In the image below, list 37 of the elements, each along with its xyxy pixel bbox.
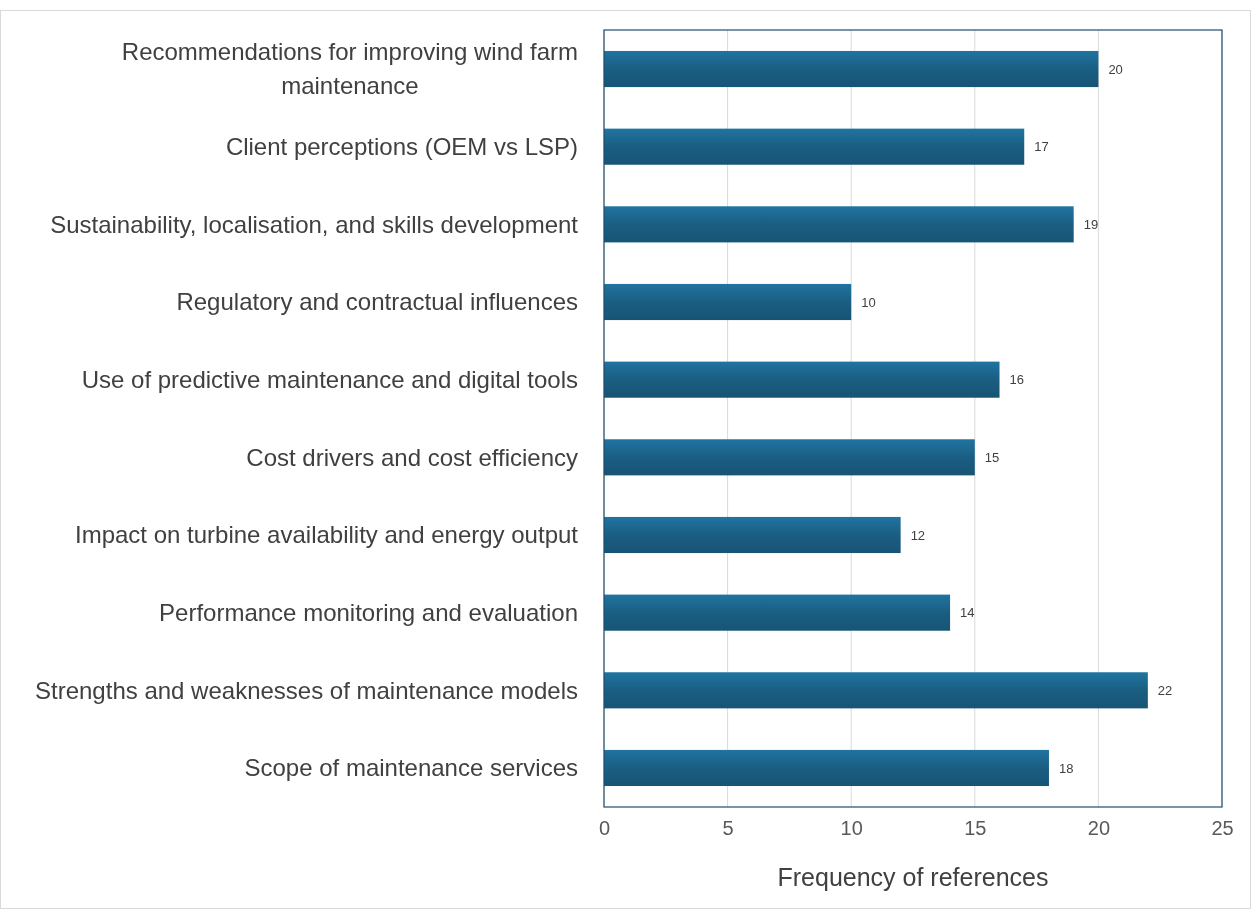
bar [604,50,1099,88]
y-tick-label: Regulatory and contractual influences [176,288,578,316]
x-tick-label: 20 [1087,817,1111,840]
data-label: 18 [1058,760,1074,776]
bar [604,516,901,554]
y-tick-label: Use of predictive maintenance and digital tools [81,366,578,394]
x-tick-label: 15 [964,817,987,840]
y-tick-label: Recommendations for improving wind farm maintenance [121,38,578,100]
y-tick-label: Sustainability, localisation, and skills development [50,210,579,238]
bar [604,749,1049,787]
y-tick-label: Scope of maintenance services [244,754,578,782]
bar [604,206,1074,243]
bar [604,594,951,631]
data-label: 12 [910,527,926,543]
x-tick-label: 5 [722,817,734,840]
data-label: 15 [984,449,1000,465]
y-tick-label: Performance monitoring and evaluation [159,599,578,627]
data-label: 20 [1108,61,1123,77]
data-label: 22 [1157,682,1173,698]
y-tick-label: Cost drivers and cost efficiency [246,443,578,471]
x-tick-label: 25 [1211,817,1234,840]
bar [604,128,1025,165]
data-label: 19 [1083,216,1099,232]
data-label: 10 [861,294,876,310]
x-tick-label: 10 [840,817,863,840]
y-tick-label: Impact on turbine availability and energy output [75,521,579,549]
data-label: 14 [960,605,975,621]
data-label: 17 [1034,139,1049,155]
bar [604,283,852,321]
y-tick-label: Strengths and weaknesses of maintenance models [35,676,578,704]
x-tick-label: 0 [598,817,611,840]
bar [604,672,1148,709]
data-label: 16 [1009,372,1024,388]
bar [604,361,1000,398]
x-axis-title: Frequency of references [777,863,1049,891]
bar [604,439,975,476]
y-tick-label: Client perceptions (OEM vs LSP) [225,133,578,161]
